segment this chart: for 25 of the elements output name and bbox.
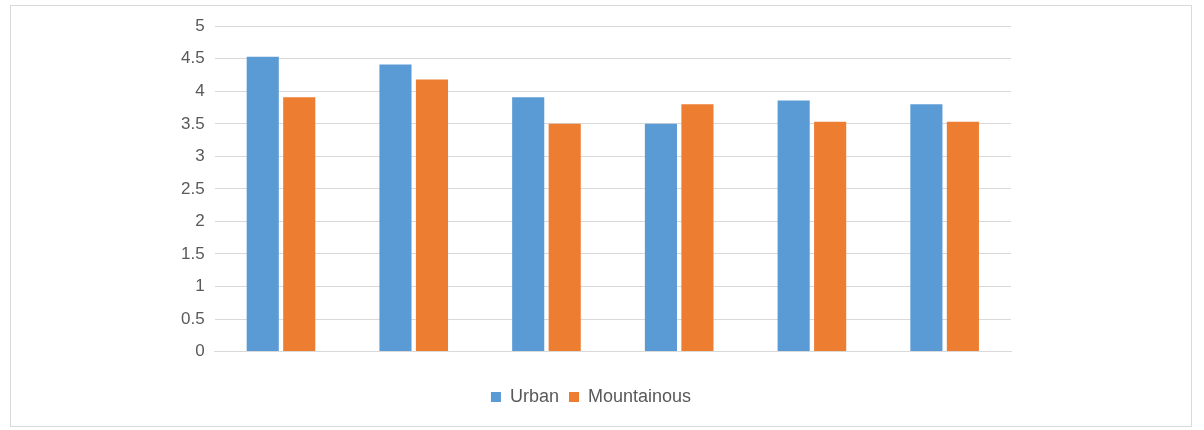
- bar: [415, 79, 449, 352]
- y-tick-label: 3: [195, 146, 205, 166]
- bar: [814, 121, 847, 352]
- bar: [777, 100, 810, 352]
- bar: [512, 97, 545, 352]
- bar: [283, 97, 316, 352]
- y-tick-label: 2: [195, 211, 205, 231]
- bar: [644, 123, 677, 352]
- y-tick-label: 1: [195, 276, 205, 296]
- bar: [946, 121, 979, 352]
- bar: [548, 123, 581, 352]
- y-tick-label: 1.5: [180, 243, 205, 263]
- y-tick-label: 4: [195, 80, 205, 100]
- y-tick-label: 2.5: [180, 178, 205, 198]
- y-tick-label: 0.5: [180, 308, 205, 328]
- y-tick-label: 0: [195, 341, 205, 361]
- y-tick-label: 3.5: [180, 113, 205, 133]
- bar: [379, 64, 412, 352]
- bar: [910, 104, 943, 352]
- bar: [681, 104, 714, 352]
- legend-label: Urban: [509, 385, 559, 406]
- y-tick-label: 5: [195, 15, 205, 35]
- y-tick-label: 4.5: [180, 48, 205, 68]
- bar: [246, 56, 279, 352]
- legend-label: Mountainous: [587, 385, 692, 406]
